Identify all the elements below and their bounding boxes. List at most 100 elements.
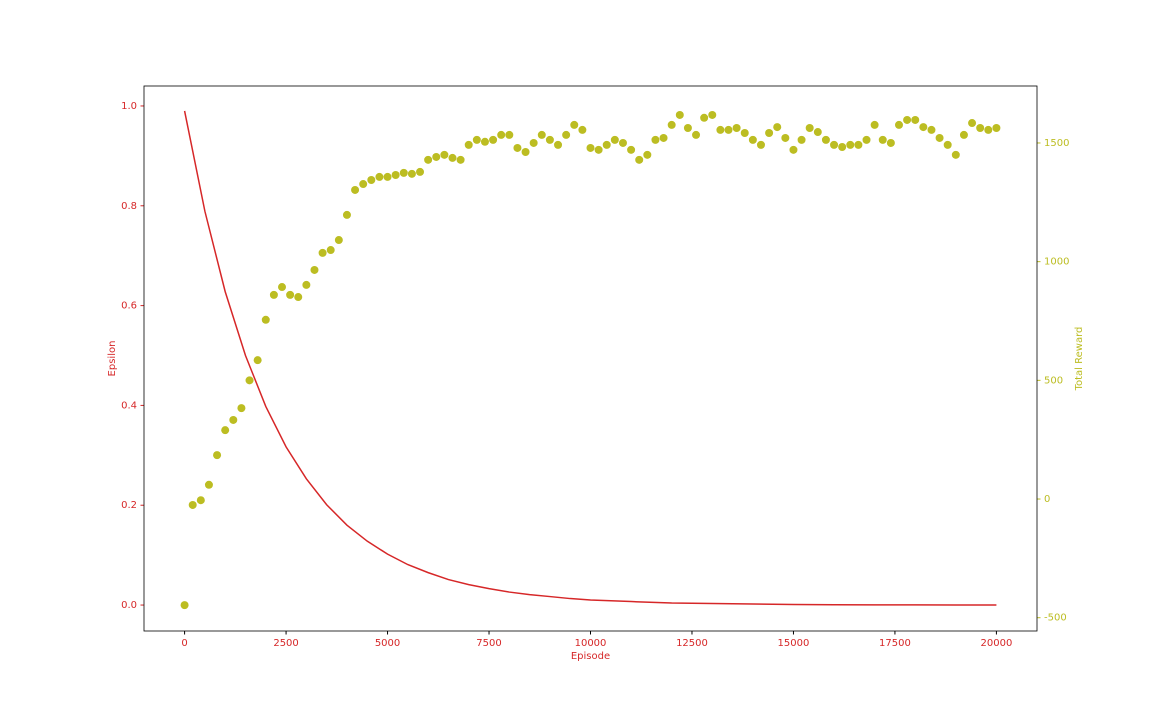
x-tick-label: 10000 xyxy=(575,638,607,649)
reward-point xyxy=(399,168,408,177)
reward-point xyxy=(781,133,790,142)
reward-point xyxy=(261,315,270,324)
reward-point xyxy=(480,137,489,146)
x-tick-label: 0 xyxy=(181,638,187,649)
reward-point xyxy=(765,128,774,137)
reward-point xyxy=(432,152,441,161)
reward-point xyxy=(830,140,839,149)
reward-point xyxy=(448,153,457,162)
reward-point xyxy=(692,130,701,139)
reward-point xyxy=(984,125,993,134)
y2-tick-label: 1000 xyxy=(1044,257,1069,268)
reward-point xyxy=(545,135,554,144)
reward-point xyxy=(286,290,295,299)
reward-point xyxy=(318,248,327,257)
reward-point xyxy=(618,138,627,147)
reward-point xyxy=(813,128,822,137)
reward-point xyxy=(797,135,806,144)
reward-point xyxy=(903,115,912,124)
reward-point xyxy=(846,140,855,149)
plot-frame xyxy=(143,85,1038,632)
reward-point xyxy=(472,135,481,144)
x-axis-label: Episode xyxy=(571,651,610,662)
reward-point xyxy=(416,167,425,176)
reward-point xyxy=(554,140,563,149)
reward-point xyxy=(919,123,928,132)
reward-point xyxy=(870,120,879,129)
reward-point xyxy=(310,265,319,274)
x-tick-label: 5000 xyxy=(375,638,400,649)
reward-point xyxy=(204,480,213,489)
reward-point xyxy=(951,150,960,159)
reward-point xyxy=(748,135,757,144)
reward-point xyxy=(562,130,571,139)
reward-point xyxy=(521,147,530,156)
y2-axis-label: Total Reward xyxy=(1074,327,1085,392)
reward-point xyxy=(927,125,936,134)
reward-point xyxy=(196,496,205,505)
reward-point xyxy=(407,169,416,178)
x-tick-label: 12500 xyxy=(676,638,708,649)
reward-point xyxy=(351,185,360,194)
reward-point xyxy=(213,451,222,460)
y-tick-label: 0.0 xyxy=(121,600,137,611)
reward-point xyxy=(245,376,254,385)
reward-point xyxy=(716,125,725,134)
reward-point xyxy=(773,123,782,132)
reward-point xyxy=(635,155,644,164)
reward-point xyxy=(237,404,246,413)
reward-point xyxy=(878,135,887,144)
reward-point xyxy=(342,210,351,219)
reward-point xyxy=(513,143,522,152)
x-tick-label: 15000 xyxy=(778,638,810,649)
reward-point xyxy=(570,120,579,129)
x-tick-label: 17500 xyxy=(879,638,911,649)
reward-point xyxy=(375,172,384,181)
reward-point xyxy=(992,124,1001,133)
reward-point xyxy=(667,120,676,129)
reward-point xyxy=(578,125,587,134)
reward-point xyxy=(278,283,287,292)
y2-tick-label: 500 xyxy=(1044,375,1063,386)
reward-point xyxy=(424,155,433,164)
reward-point xyxy=(968,119,977,128)
reward-point xyxy=(821,135,830,144)
reward-point xyxy=(724,125,733,134)
reward-point xyxy=(229,415,238,424)
y2-tick-label: 0 xyxy=(1044,494,1050,505)
y-tick-label: 0.4 xyxy=(121,400,137,411)
reward-point xyxy=(294,293,303,302)
reward-point xyxy=(911,115,920,124)
reward-point xyxy=(943,140,952,149)
reward-point xyxy=(894,120,903,129)
reward-point xyxy=(537,130,546,139)
reward-point xyxy=(602,140,611,149)
reward-point xyxy=(586,143,595,152)
reward-point xyxy=(683,124,692,133)
reward-point xyxy=(700,113,709,122)
reward-point xyxy=(440,150,449,159)
x-tick-label: 20000 xyxy=(981,638,1013,649)
reward-point xyxy=(789,145,798,154)
reward-point xyxy=(180,601,189,610)
reward-point xyxy=(838,143,847,152)
reward-point xyxy=(862,135,871,144)
reward-point xyxy=(854,140,863,149)
reward-point xyxy=(756,140,765,149)
reward-point xyxy=(334,236,343,245)
reward-point xyxy=(359,180,368,189)
reward-point xyxy=(253,356,262,365)
reward-point xyxy=(935,133,944,142)
reward-point xyxy=(497,130,506,139)
reward-point xyxy=(221,426,230,435)
reward-point xyxy=(959,130,968,139)
y-axis-label: Epsilon xyxy=(107,341,118,377)
reward-point xyxy=(367,175,376,184)
reward-point xyxy=(886,138,895,147)
reward-point xyxy=(489,135,498,144)
reward-point xyxy=(643,150,652,159)
x-tick-label: 2500 xyxy=(273,638,298,649)
reward-point xyxy=(456,155,465,164)
reward-point xyxy=(732,124,741,133)
